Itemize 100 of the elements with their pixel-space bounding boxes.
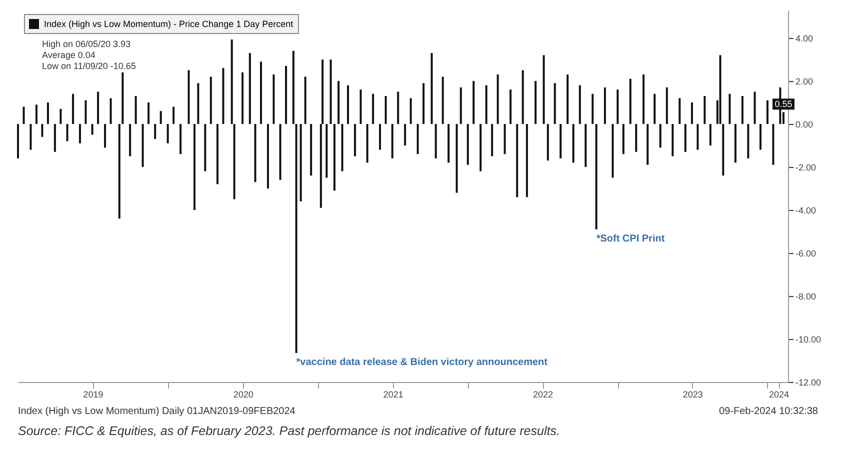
bar — [35, 104, 38, 124]
y-tick-label: 0.00 — [796, 119, 814, 130]
bar — [372, 94, 374, 124]
bar — [622, 124, 624, 154]
bar — [54, 124, 56, 152]
bar — [46, 102, 49, 124]
y-tick-label: 2.00 — [796, 76, 814, 86]
bar — [326, 124, 328, 178]
bar — [347, 85, 349, 124]
bar — [41, 124, 44, 137]
bar — [160, 111, 162, 124]
bar — [333, 124, 336, 191]
bar — [193, 124, 196, 210]
bar — [97, 92, 100, 124]
bar — [734, 124, 736, 163]
bar — [354, 124, 356, 156]
bar — [472, 80, 475, 124]
text: 09-Feb-2024 10:32:38 — [719, 406, 818, 417]
bar — [566, 74, 569, 124]
bar — [248, 53, 251, 124]
bar — [654, 94, 656, 124]
bar — [91, 124, 94, 135]
bar — [430, 53, 433, 124]
x-tick-label: 2019 — [83, 390, 104, 400]
bar — [504, 124, 506, 154]
bar — [391, 124, 394, 158]
bar — [22, 106, 25, 124]
bar — [180, 124, 182, 154]
bar — [546, 124, 549, 161]
bar — [222, 68, 224, 124]
bar — [295, 124, 298, 353]
bar — [230, 39, 233, 124]
y-tick-label: -12.00 — [796, 378, 822, 388]
bar — [216, 124, 218, 184]
bar — [510, 90, 512, 124]
y-tick-label: -4.00 — [796, 205, 816, 216]
text: Index (High vs Low Momentum) Daily 01JAN2019-09FEB2024 — [18, 406, 296, 417]
bar — [496, 74, 499, 124]
bar — [592, 94, 594, 124]
bar — [760, 124, 762, 150]
bar — [292, 50, 294, 124]
bar — [397, 92, 400, 124]
bar — [188, 70, 190, 124]
source-note: Source: FICC & Equities, as of February 2023. Past performance is not indicative of future results. — [18, 424, 560, 438]
bar — [672, 124, 674, 156]
bar — [422, 83, 425, 124]
bar — [646, 124, 649, 165]
bar — [466, 124, 469, 165]
bar — [434, 124, 437, 158]
y-tick-label: -8.00 — [796, 291, 816, 302]
bar — [366, 124, 368, 163]
bar — [110, 98, 112, 124]
bar — [772, 124, 774, 165]
bar — [616, 90, 619, 124]
bar — [642, 74, 645, 124]
bar — [338, 80, 340, 124]
bar — [584, 124, 587, 167]
bar — [272, 74, 275, 124]
y-tick-label: -10.00 — [796, 334, 822, 344]
bar — [210, 76, 212, 124]
bar — [330, 59, 332, 124]
bar — [384, 96, 387, 124]
bar — [578, 85, 581, 124]
y-tick-label: -6.00 — [796, 248, 816, 258]
bar — [285, 66, 288, 124]
bar — [341, 124, 344, 172]
bar — [526, 124, 528, 198]
bar — [747, 124, 750, 158]
bar — [516, 124, 518, 198]
bar — [766, 100, 768, 124]
bar — [134, 96, 137, 124]
bar — [690, 102, 693, 124]
annotation: *Soft CPI Print — [596, 233, 666, 244]
bar — [719, 55, 722, 124]
bar — [534, 80, 537, 124]
y-tick-label: -2.00 — [796, 162, 816, 172]
x-tick-label: 2020 — [233, 390, 254, 400]
annotation: *vaccine data release & Biden victory announcement — [296, 356, 548, 368]
bar — [304, 76, 306, 124]
bar — [696, 124, 699, 150]
bar — [166, 124, 169, 144]
bar — [722, 124, 724, 176]
bar — [78, 124, 81, 144]
legend-label: Index (High vs Low Momentum) - Price Change 1 Day Percent — [44, 19, 294, 29]
bar — [704, 96, 706, 124]
bar — [17, 124, 19, 158]
bar — [204, 124, 206, 172]
bar — [659, 124, 662, 148]
bar — [448, 124, 450, 163]
bar — [460, 87, 462, 124]
bar — [485, 85, 488, 124]
bar — [560, 124, 562, 158]
bar — [678, 98, 681, 124]
x-tick-label: 2023 — [682, 390, 703, 400]
bar — [60, 108, 62, 124]
bar — [379, 124, 382, 150]
bar — [360, 90, 362, 124]
bar — [233, 124, 236, 200]
bar — [456, 124, 458, 193]
bar — [242, 72, 244, 124]
